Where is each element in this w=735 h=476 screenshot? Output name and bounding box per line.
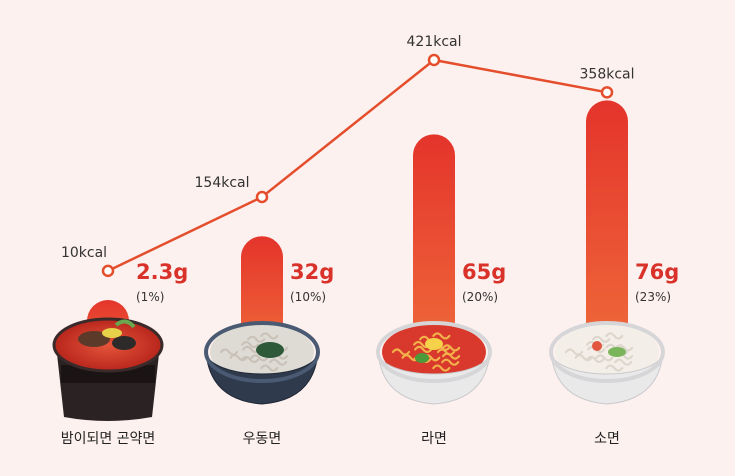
calorie-label-2: 421kcal — [407, 34, 462, 50]
calorie-point-0 — [101, 264, 115, 278]
category-label-0: 밤이되면 곤약면 — [61, 431, 156, 447]
ramen-bowl-icon — [376, 321, 492, 405]
carb-percent-3: (23%) — [635, 290, 671, 304]
carb-bar-3 — [586, 100, 628, 355]
konjac-noodle-cup-icon — [52, 317, 164, 421]
somen-bowl-icon — [549, 321, 665, 405]
calorie-label-0: 10kcal — [61, 245, 107, 261]
category-label-3: 소면 — [594, 431, 620, 447]
carb-percent-0: (1%) — [136, 290, 164, 304]
calorie-line — [107, 58, 608, 272]
calorie-point-3 — [600, 86, 614, 99]
udon-bowl-icon — [204, 321, 320, 405]
calorie-label-3: 358kcal — [580, 66, 635, 82]
carb-value-2: 65g — [462, 260, 506, 284]
carb-percent-2: (20%) — [462, 290, 498, 304]
carb-bar-2 — [413, 134, 455, 355]
calorie-point-2 — [427, 53, 441, 67]
category-label-1: 우동면 — [243, 431, 282, 447]
category-label-2: 라면 — [421, 431, 447, 447]
carb-percent-1: (10%) — [290, 290, 326, 304]
carb-value-3: 76g — [635, 260, 679, 284]
carb-value-0: 2.3g — [136, 260, 188, 284]
calorie-point-1 — [255, 190, 269, 204]
carb-value-1: 32g — [290, 260, 334, 284]
calorie-label-1: 154kcal — [195, 175, 250, 191]
